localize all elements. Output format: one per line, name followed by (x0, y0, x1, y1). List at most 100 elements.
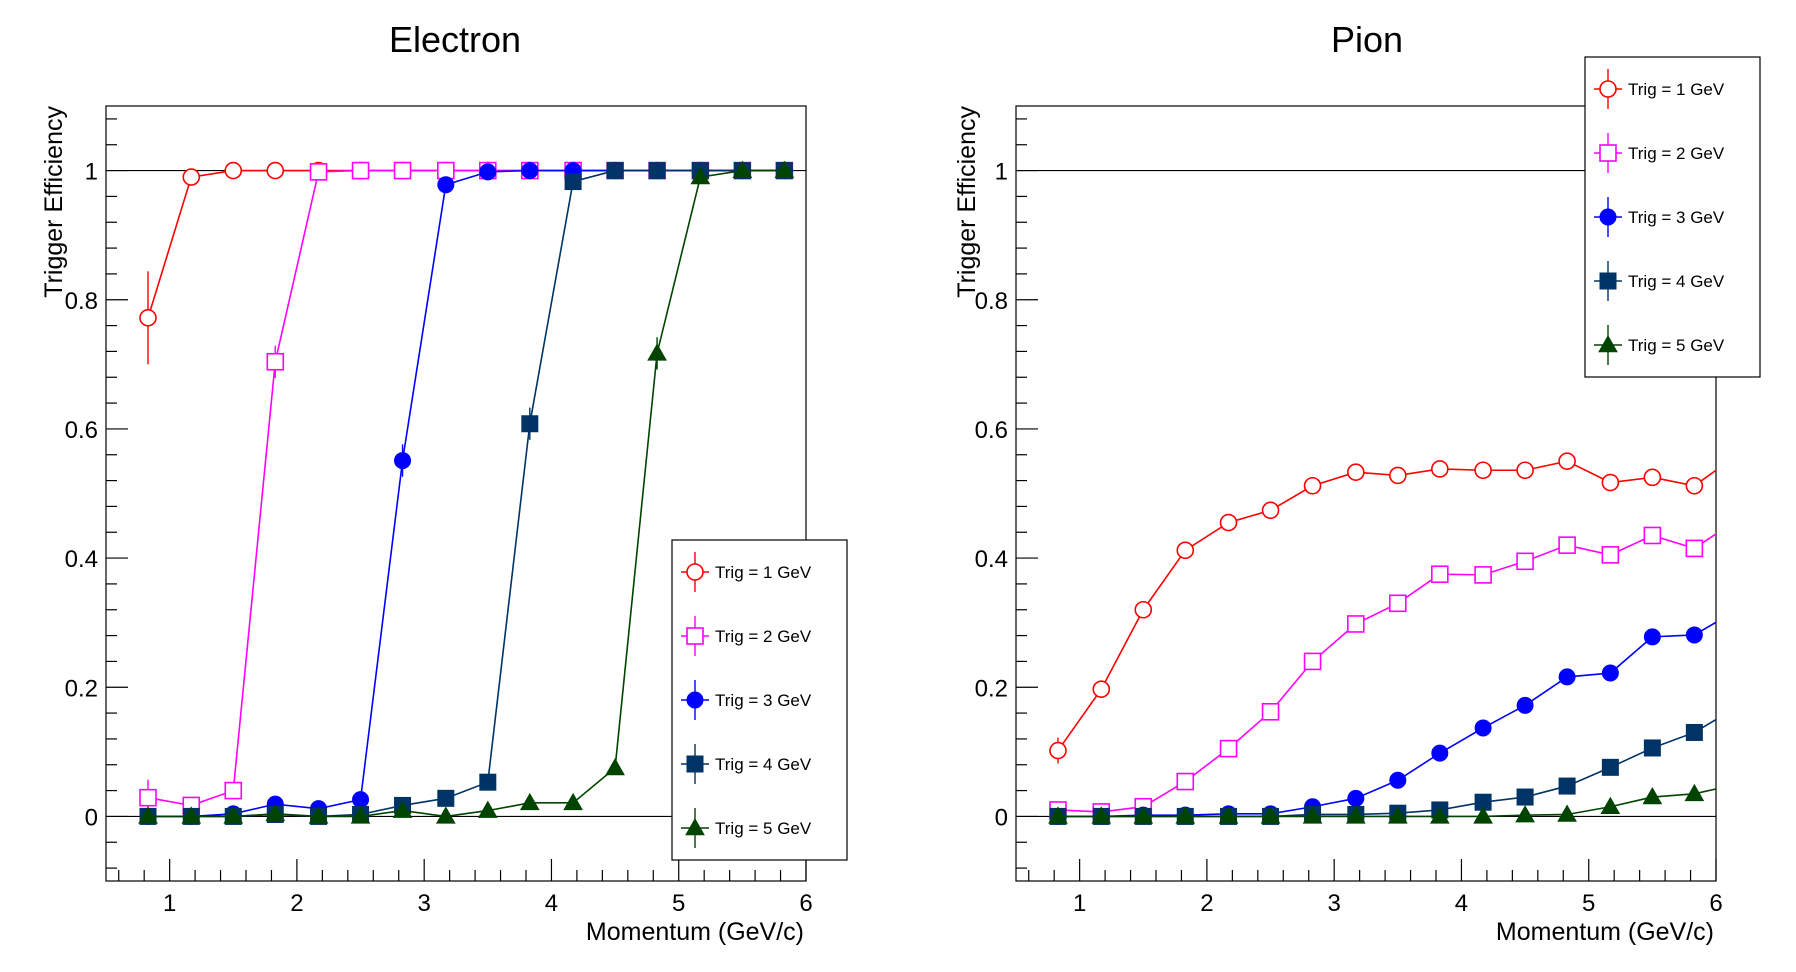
data-point (139, 788, 157, 807)
y-tick-label: 0.4 (65, 546, 98, 573)
panel-electron-title: Electron (389, 19, 521, 60)
data-point (1387, 806, 1408, 824)
series (138, 160, 795, 824)
data-point (1048, 806, 1068, 824)
data-point (437, 161, 455, 180)
data-point (352, 791, 370, 809)
data-point (223, 806, 244, 824)
data-point (1730, 511, 1746, 527)
data-point (1218, 806, 1239, 824)
data-point (1134, 600, 1153, 619)
data-point (1558, 452, 1576, 471)
data-point (1431, 565, 1449, 584)
data-point (1389, 466, 1407, 485)
data-point (732, 160, 753, 178)
plot-frame (105, 105, 807, 882)
series (1048, 775, 1747, 824)
data-point (1474, 566, 1492, 584)
y-tick-label: 1 (995, 159, 1008, 186)
series (1049, 621, 1716, 825)
series (1049, 511, 1746, 821)
legend-label: Trig = 4 GeV (1628, 272, 1725, 291)
data-point (1601, 546, 1620, 564)
series-line (1058, 718, 1716, 818)
data-point (1684, 783, 1705, 802)
data-point (1643, 526, 1662, 545)
data-point (1303, 652, 1322, 671)
data-point (224, 161, 243, 180)
y-tick-label: 0.4 (975, 546, 1008, 573)
panel-electron-legend: Trig = 1 GeV Trig = 2 GeV Trig = 3 GeV Trig… (671, 539, 848, 861)
data-point (1643, 628, 1661, 646)
x-tick-label: 1 (163, 890, 176, 917)
data-point (1601, 664, 1619, 682)
legend-entry: Trig = 4 GeV (1594, 261, 1725, 301)
data-point (477, 800, 498, 818)
y-tick-label: 1 (85, 159, 98, 186)
data-point (139, 309, 157, 327)
data-point (1261, 501, 1280, 520)
data-point (437, 176, 455, 194)
data-point (1558, 536, 1576, 554)
data-point (1389, 771, 1407, 789)
data-point (308, 806, 329, 824)
panel-pion-ylabel: Trigger Efficiency (953, 106, 981, 298)
legend-label: Trig = 3 GeV (715, 691, 812, 710)
data-point (648, 162, 666, 180)
legend-marker (1599, 80, 1617, 98)
data-point (1516, 552, 1534, 571)
data-point (563, 792, 583, 811)
panel-pion-title: Pion (1331, 19, 1403, 60)
panel-pion: Pion 1 2 3 4 5 6 0 0.2 0.4 0.6 0.8 1 Momentum (GeV/… (953, 19, 1761, 946)
legend-label: Trig = 2 GeV (1628, 144, 1725, 163)
series-line (148, 169, 785, 818)
y-tick-label: 0.8 (65, 288, 98, 315)
data-point (138, 806, 158, 824)
data-point (1730, 699, 1746, 715)
x-tick-label: 4 (1455, 890, 1468, 917)
data-point (1473, 806, 1493, 824)
series (1049, 699, 1746, 825)
data-point (1260, 806, 1281, 824)
x-tick-label: 2 (1200, 890, 1213, 917)
panel-pion-legend: Trig = 1 GeV Trig = 2 GeV Trig = 3 GeV Trig… (1584, 56, 1761, 378)
data-point (1729, 775, 1747, 791)
data-point (1091, 806, 1112, 824)
legend-marker (686, 627, 704, 645)
panel-pion-xlabel: Momentum (GeV/c) (1496, 918, 1714, 946)
data-point (1347, 789, 1365, 807)
legend-entry: Trig = 5 GeV (681, 808, 812, 848)
legend-marker (1598, 334, 1618, 353)
x-tick-label: 6 (1709, 890, 1722, 917)
data-point (351, 161, 370, 180)
x-tick-label: 5 (672, 890, 685, 917)
data-point (1515, 805, 1535, 823)
data-point (1049, 741, 1067, 760)
data-point (1558, 668, 1576, 686)
data-point (266, 161, 285, 180)
data-point (265, 803, 286, 822)
data-point (1643, 468, 1662, 487)
y-tick-label: 0 (995, 804, 1008, 831)
panel-electron-ylabel: Trigger Efficiency (40, 106, 68, 298)
data-point (519, 792, 540, 811)
data-point (1219, 739, 1238, 758)
legend-marker (685, 817, 705, 836)
data-point (479, 773, 497, 791)
x-tick-label: 4 (545, 890, 558, 917)
data-point (1176, 541, 1195, 560)
data-point (393, 161, 412, 180)
x-tick-label: 5 (1582, 890, 1595, 917)
data-point (435, 806, 456, 824)
data-point (521, 162, 539, 180)
data-point (1685, 539, 1704, 558)
data-point (266, 352, 285, 371)
data-point (1389, 594, 1407, 613)
x-tick-label: 6 (799, 890, 812, 917)
legend-label: Trig = 5 GeV (1628, 336, 1725, 355)
series (139, 161, 794, 365)
data-point (1303, 476, 1322, 495)
panel-electron: Electron 1 2 3 4 5 6 0 0.2 0.4 0.6 0.8 1 Momentum (… (40, 19, 848, 946)
legend-entry: Trig = 3 GeV (1594, 197, 1725, 237)
data-point (1261, 702, 1280, 721)
